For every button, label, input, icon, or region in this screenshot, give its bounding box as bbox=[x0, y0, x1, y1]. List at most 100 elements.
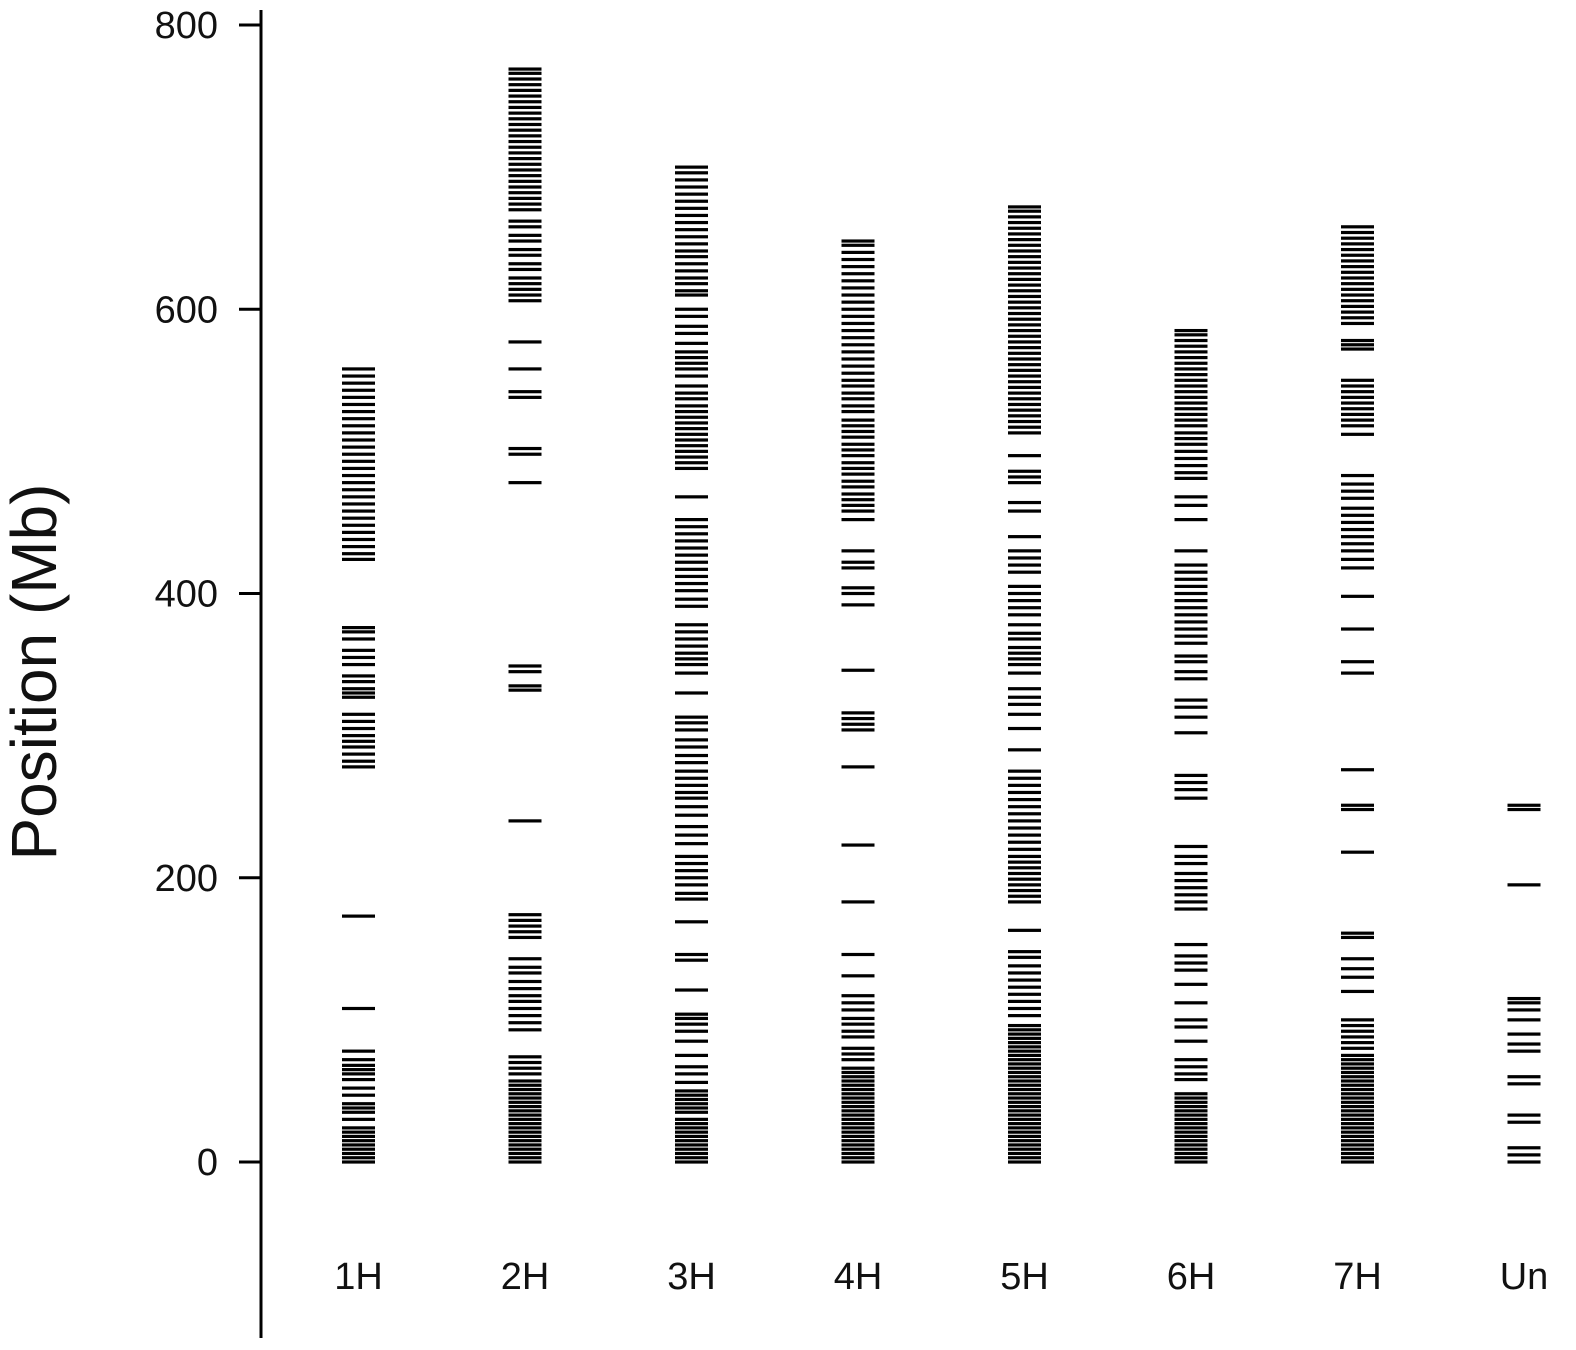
marker-dash bbox=[508, 94, 542, 98]
marker-dash bbox=[508, 1151, 542, 1156]
marker-dash bbox=[1174, 570, 1208, 574]
marker-dash bbox=[342, 409, 375, 414]
marker-dash bbox=[1341, 1134, 1374, 1139]
marker-dash bbox=[342, 726, 375, 731]
marker-dash bbox=[342, 445, 375, 449]
marker-dash bbox=[1341, 304, 1374, 309]
marker-dash bbox=[675, 920, 708, 924]
marker-dash bbox=[841, 1139, 875, 1143]
marker-dash bbox=[841, 286, 875, 290]
marker-dash bbox=[1174, 407, 1208, 411]
marker-dash bbox=[1174, 476, 1208, 480]
marker-dash bbox=[508, 67, 542, 71]
marker-dash bbox=[1008, 1117, 1041, 1121]
marker-dash bbox=[1008, 419, 1041, 424]
marker-dash bbox=[841, 364, 875, 368]
marker-dash bbox=[1341, 378, 1374, 382]
marker-dash bbox=[1008, 812, 1041, 816]
marker-dash bbox=[342, 509, 375, 513]
marker-dash bbox=[675, 869, 708, 873]
marker-column-3h bbox=[675, 165, 708, 1164]
marker-dash bbox=[1341, 1018, 1374, 1022]
marker-dash bbox=[675, 1143, 708, 1147]
marker-dash bbox=[841, 418, 875, 422]
marker-dash bbox=[508, 202, 542, 206]
marker-dash bbox=[841, 591, 875, 596]
marker-dash bbox=[1174, 627, 1208, 631]
marker-dash bbox=[675, 404, 708, 408]
marker-dash bbox=[1008, 637, 1041, 641]
marker-dash bbox=[841, 1143, 875, 1147]
marker-dash bbox=[1008, 992, 1041, 996]
marker-dash bbox=[1008, 1104, 1041, 1109]
marker-dash bbox=[675, 637, 708, 641]
marker-dash bbox=[675, 589, 708, 593]
marker-dash bbox=[508, 1087, 542, 1092]
marker-dash bbox=[1174, 518, 1208, 522]
marker-dash bbox=[675, 1147, 708, 1151]
marker-dash bbox=[1008, 955, 1041, 959]
marker-dash bbox=[508, 1130, 542, 1134]
marker-dash bbox=[1341, 807, 1374, 812]
marker-dash bbox=[508, 134, 542, 138]
marker-dash bbox=[841, 1126, 875, 1130]
marker-dash bbox=[841, 1151, 875, 1156]
marker-dash bbox=[508, 174, 542, 178]
marker-dash bbox=[841, 1046, 875, 1050]
marker-dash bbox=[342, 395, 375, 399]
marker-dash bbox=[508, 1100, 542, 1104]
marker-dash bbox=[675, 518, 708, 522]
marker-dash bbox=[675, 623, 708, 627]
marker-dash bbox=[1008, 894, 1041, 898]
category-label-6h: 6H bbox=[1167, 1256, 1216, 1298]
marker-dash bbox=[1341, 1029, 1374, 1033]
marker-dash bbox=[1008, 469, 1041, 473]
marker-dash bbox=[1341, 520, 1374, 525]
marker-dash bbox=[841, 293, 875, 297]
marker-dash bbox=[508, 299, 542, 303]
marker-dash bbox=[675, 415, 708, 419]
marker-dash bbox=[1008, 1058, 1041, 1062]
marker-dash bbox=[675, 1039, 708, 1043]
marker-dash bbox=[1008, 1139, 1041, 1143]
marker-dash bbox=[841, 722, 875, 726]
marker-dash bbox=[508, 122, 542, 127]
marker-dash bbox=[675, 350, 708, 354]
marker-dash bbox=[1008, 1006, 1041, 1011]
marker-dash bbox=[675, 165, 708, 169]
marker-dash bbox=[342, 545, 375, 549]
marker-dash bbox=[1174, 861, 1208, 866]
marker-dash bbox=[1008, 563, 1041, 567]
marker-dash bbox=[841, 1035, 875, 1039]
marker-dash bbox=[1341, 1087, 1374, 1092]
marker-dash bbox=[1341, 293, 1374, 297]
marker-dash bbox=[841, 265, 875, 269]
marker-dash bbox=[1008, 317, 1041, 321]
marker-dash bbox=[841, 668, 875, 672]
marker-dash bbox=[508, 219, 542, 223]
marker-dash bbox=[841, 711, 875, 715]
marker-dash bbox=[1008, 220, 1041, 225]
marker-dash bbox=[1008, 351, 1041, 355]
marker-dash bbox=[508, 208, 542, 212]
marker-dash bbox=[1341, 253, 1374, 257]
marker-dash bbox=[675, 842, 708, 846]
category-label-2h: 2H bbox=[501, 1256, 550, 1298]
marker-dash bbox=[675, 1093, 708, 1097]
marker-dash bbox=[675, 539, 708, 543]
marker-dash bbox=[342, 1058, 375, 1062]
marker-dash bbox=[675, 192, 708, 196]
marker-dash bbox=[508, 1134, 542, 1139]
marker-dash bbox=[1341, 594, 1374, 598]
marker-dash bbox=[342, 1086, 375, 1090]
marker-dash bbox=[841, 343, 875, 347]
marker-dash bbox=[508, 971, 542, 975]
marker-dash bbox=[342, 1072, 375, 1076]
marker-dash bbox=[1341, 566, 1374, 570]
marker-dash bbox=[342, 417, 375, 421]
marker-dash bbox=[1174, 1134, 1208, 1139]
marker-dash bbox=[1008, 877, 1041, 881]
marker-dash bbox=[1008, 883, 1041, 887]
marker-dash bbox=[1341, 287, 1374, 291]
marker-dash bbox=[1341, 1147, 1374, 1151]
